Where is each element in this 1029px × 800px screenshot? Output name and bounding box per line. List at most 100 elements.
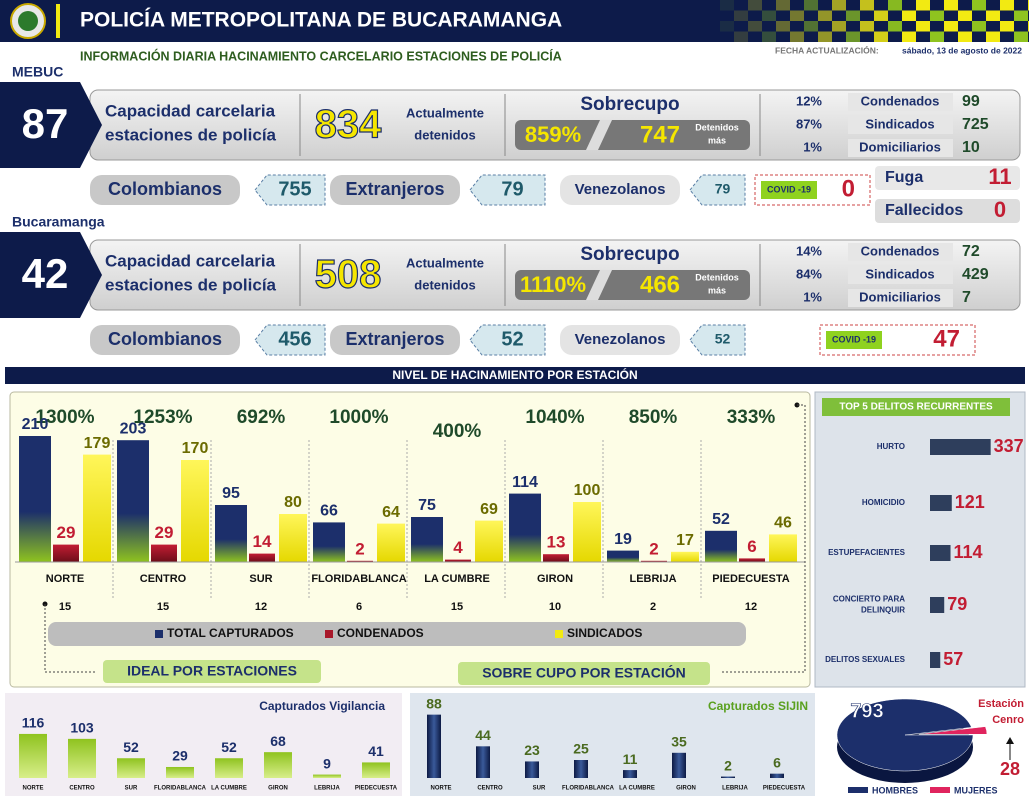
legend-swatch — [325, 630, 333, 638]
crime-value: 57 — [943, 649, 963, 669]
small-category: PIEDECUESTA — [763, 786, 806, 792]
detained-label: Actualmente — [406, 255, 484, 270]
covid-label: COVID -19 — [767, 184, 811, 194]
crime-bar — [930, 495, 952, 511]
header-pattern — [1000, 21, 1014, 32]
station-pct: 333% — [727, 407, 776, 428]
header-pattern — [748, 21, 762, 32]
station-bar-label: 29 — [155, 523, 174, 542]
station-pct: 1253% — [133, 407, 192, 428]
station-bar — [53, 544, 79, 562]
small-category: CENTRO — [69, 786, 95, 792]
section-name: MEBUC — [12, 64, 63, 80]
overcap-title: Sobrecupo — [580, 94, 679, 115]
header-pattern — [916, 0, 930, 11]
small-category: SUR — [533, 786, 546, 792]
station-bar — [475, 520, 503, 562]
station-bar-label: 66 — [320, 503, 338, 520]
small-value: 88 — [426, 695, 442, 711]
legend-label: SINDICADOS — [567, 626, 642, 640]
nationality-value-pill — [254, 324, 326, 356]
small-bar — [362, 762, 390, 778]
more-label: más — [708, 135, 726, 145]
pie-slice — [836, 698, 974, 772]
breakdown-name: Domiciliarios — [859, 289, 941, 304]
flow-line — [44, 604, 95, 673]
header-pattern — [804, 21, 818, 32]
station-bar-label: 52 — [712, 511, 730, 528]
small-value: 25 — [573, 741, 589, 757]
nationality-pill — [560, 175, 680, 205]
breakdown-name: Domiciliarios — [859, 139, 941, 154]
station-category: FLORIDABLANCA — [311, 573, 406, 585]
pie-legend-swatch — [848, 787, 868, 793]
crime-bar — [930, 597, 945, 613]
small-category: FLORIDABLANCA — [562, 786, 615, 792]
small-category: GIRON — [268, 786, 288, 792]
header-title: POLICÍA METROPOLITANA DE BUCARAMANGA — [80, 9, 562, 32]
header-pattern — [790, 31, 804, 42]
detained-label: Actualmente — [406, 105, 484, 120]
logo-core — [18, 11, 38, 31]
crime-value: 121 — [955, 492, 985, 512]
header-pattern — [902, 10, 916, 21]
station-bar-label: 4 — [453, 538, 463, 557]
small-category: SUR — [125, 786, 138, 792]
small-bar — [313, 774, 341, 778]
station-pct: 400% — [433, 421, 482, 442]
station-bar — [117, 440, 149, 562]
station-bar-label: 2 — [355, 539, 364, 558]
sijin-panel — [410, 693, 815, 796]
header-pattern — [986, 10, 1000, 21]
station-bar-label: 170 — [182, 440, 209, 457]
covid-value: 0 — [842, 175, 855, 202]
header-pattern — [832, 0, 846, 11]
capacity-value: 42 — [22, 250, 69, 297]
station-category: PIEDECUESTA — [712, 573, 789, 585]
overcap-pct: 859% — [525, 122, 581, 147]
station-bar — [347, 560, 373, 562]
small-value: 41 — [368, 743, 384, 759]
station-bar-label: 19 — [614, 531, 632, 548]
station-bar-label: 95 — [222, 485, 240, 502]
more-label: Detenidos — [695, 122, 739, 132]
small-category: NORTE — [23, 786, 44, 792]
ideal-label: IDEAL POR ESTACIONES — [127, 663, 297, 679]
station-bar — [509, 493, 541, 562]
pie-legend-label: HOMBRES — [872, 785, 918, 795]
header-pattern — [720, 21, 734, 32]
station-bar — [739, 558, 765, 562]
station-capacity: 10 — [549, 601, 561, 613]
crime-bar — [930, 439, 991, 455]
covid-label-bg — [761, 181, 817, 199]
station-bar — [769, 534, 797, 562]
small-value: 11 — [623, 751, 638, 767]
crime-label: DELINQUIR — [861, 606, 905, 615]
station-bar — [19, 436, 51, 562]
header-pattern — [944, 0, 958, 11]
section-name: Bucaramanga — [12, 214, 105, 230]
stations-title: NIVEL DE HACINAMIENTO POR ESTACIÓN — [392, 367, 637, 382]
header-pattern — [804, 0, 818, 11]
header-pattern — [762, 10, 776, 21]
station-bar-label: 114 — [512, 474, 538, 491]
nationality-value-pill — [469, 174, 546, 206]
station-capacity: 12 — [255, 601, 267, 613]
breakdown-pct: 1% — [803, 289, 822, 304]
station-bar — [313, 522, 345, 562]
station-bar — [151, 544, 177, 562]
header-pattern — [902, 31, 916, 42]
pie-title: Estación — [978, 698, 1024, 710]
station-bar-label: 6 — [747, 537, 756, 556]
nationality-value: 52 — [715, 331, 731, 347]
crime-bar — [930, 652, 941, 668]
over-label: SOBRE CUPO POR ESTACIÓN — [482, 664, 686, 681]
station-bar-label: 14 — [253, 532, 272, 551]
capacity-badge — [0, 82, 102, 168]
nationality-value-pill — [689, 174, 746, 206]
other-bg — [875, 199, 1020, 223]
small-category: FLORIDABLANCA — [154, 786, 207, 792]
station-category: LA CUMBRE — [424, 573, 490, 585]
header-pattern — [874, 31, 888, 42]
overcap-more: 466 — [640, 271, 680, 298]
